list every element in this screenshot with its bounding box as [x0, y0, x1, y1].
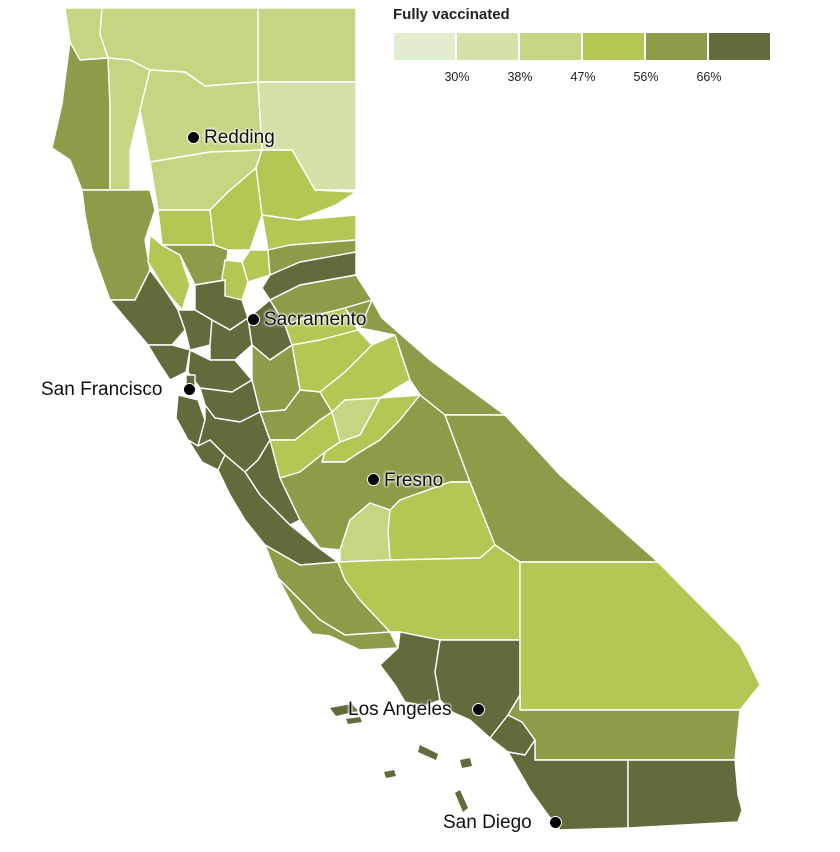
city-label-los-angeles: Los Angeles — [348, 699, 452, 720]
legend-tick-38: 38% — [507, 70, 533, 84]
legend-color-scale — [393, 32, 771, 61]
island-anacapa — [346, 717, 362, 724]
legend-tick-56: 56% — [633, 70, 659, 84]
legend-swatch-5 — [645, 32, 708, 61]
county-trinity — [107, 57, 151, 191]
legend-tick-66: 66% — [696, 70, 722, 84]
county-marin — [147, 344, 191, 381]
city-marker-san-francisco — [183, 383, 196, 396]
county-modoc — [257, 7, 357, 83]
county-yuba — [241, 249, 271, 283]
city-label-fresno: Fresno — [384, 470, 444, 491]
legend-title: Fully vaccinated — [393, 6, 510, 23]
city-marker-redding — [187, 131, 200, 144]
county-imperial — [627, 759, 743, 829]
island-santa-cruz — [330, 704, 358, 716]
county-solano — [209, 317, 253, 361]
legend-swatch-1 — [393, 32, 456, 61]
county-ventura — [379, 631, 441, 707]
city-label-san-francisco: San Francisco — [41, 379, 163, 400]
island-santa-barbara — [460, 758, 472, 768]
county-san-bernardino — [519, 561, 761, 711]
city-label-sacramento: Sacramento — [264, 309, 367, 330]
county-monterey — [217, 454, 339, 566]
island-san-nicolas — [384, 770, 396, 778]
legend-swatch-3 — [519, 32, 582, 61]
legend-tick-47: 47% — [570, 70, 596, 84]
city-marker-sacramento — [247, 313, 260, 326]
city-marker-los-angeles — [472, 703, 485, 716]
city-label-redding: Redding — [204, 127, 275, 148]
county-glenn — [157, 209, 215, 246]
city-label-san-diego: San Diego — [443, 812, 532, 833]
city-marker-fresno — [367, 473, 380, 486]
county-humboldt — [51, 41, 111, 191]
legend-swatch-4 — [582, 32, 645, 61]
city-marker-san-diego — [549, 816, 562, 829]
legend-swatch-6 — [708, 32, 771, 61]
channel-islands — [330, 704, 472, 812]
island-san-clemente — [455, 790, 468, 812]
legend-swatch-2 — [456, 32, 519, 61]
island-santa-catalina — [418, 745, 438, 760]
legend-tick-30: 30% — [444, 70, 470, 84]
